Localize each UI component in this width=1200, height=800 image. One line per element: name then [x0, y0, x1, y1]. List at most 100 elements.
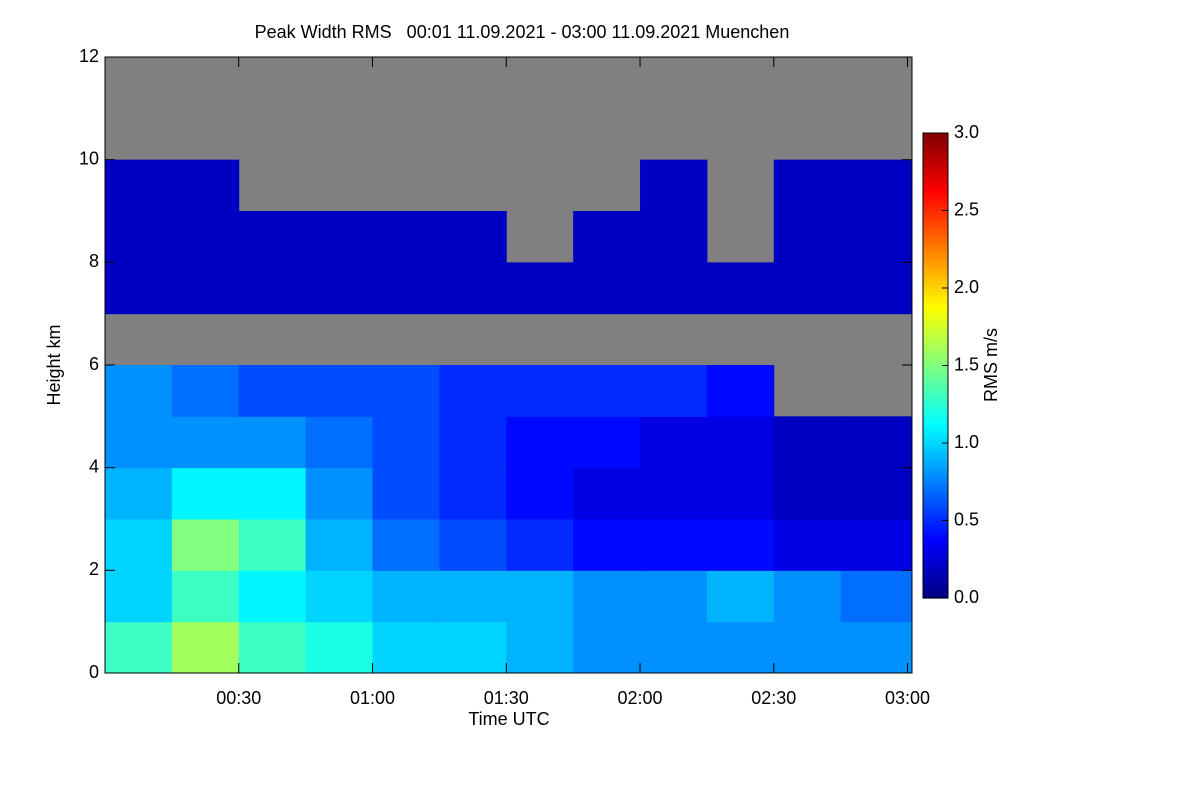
colorbar-step [923, 288, 948, 293]
heatmap-cell [171, 467, 240, 520]
heatmap-cell [238, 621, 307, 674]
heatmap-cell [105, 365, 173, 417]
colorbar-label: RMS m/s [981, 328, 1001, 402]
heatmap-cell [439, 262, 507, 315]
colorbar-tick-label: 0.5 [954, 509, 979, 529]
colorbar-step [923, 493, 948, 498]
colorbar-step [923, 427, 948, 432]
colorbar-step [923, 272, 948, 277]
colorbar-step [923, 171, 948, 177]
heatmap-cell [706, 519, 775, 571]
heatmap-cell [506, 416, 574, 469]
colorbar-step [923, 400, 948, 405]
colorbar-step [923, 381, 948, 386]
x-tick-label: 00:30 [216, 688, 261, 708]
heatmap-cell [105, 416, 173, 469]
heatmap-cell [238, 467, 307, 520]
heatmap-cell [773, 467, 842, 520]
colorbar-step [923, 582, 948, 587]
colorbar-step [923, 233, 948, 239]
heatmap-cell [105, 621, 173, 674]
heatmap-cell [372, 365, 440, 417]
y-tick-label: 10 [79, 148, 99, 168]
heatmap-cell [372, 621, 440, 674]
heatmap-cell [506, 621, 574, 674]
colorbar-step [923, 392, 948, 398]
colorbar-step [923, 319, 948, 324]
y-tick-label: 4 [89, 456, 99, 476]
colorbar-step [923, 470, 948, 475]
heatmap-cell [372, 570, 440, 623]
colorbar-step [923, 291, 948, 297]
heatmap-cell [238, 570, 307, 623]
heatmap-cell [305, 416, 374, 469]
heatmap-cell [105, 262, 173, 315]
colorbar-step [923, 590, 948, 595]
heatmap-cell [506, 519, 574, 571]
colorbar-step [923, 295, 948, 301]
colorbar-step [923, 512, 948, 518]
heatmap-cell [573, 416, 641, 469]
colorbar-step [923, 334, 948, 339]
colorbar-step [923, 253, 948, 258]
colorbar-tick-label: 3.0 [954, 122, 979, 142]
y-tick-label: 6 [89, 354, 99, 374]
heatmap-cell [773, 570, 842, 623]
x-tick-label: 01:30 [484, 688, 529, 708]
heatmap-cell [439, 416, 507, 469]
colorbar-step [923, 264, 948, 270]
colorbar-step [923, 175, 948, 181]
colorbar-step [923, 326, 948, 332]
colorbar-step [923, 299, 948, 305]
heatmap-cell [573, 365, 641, 417]
colorbar-step [923, 450, 948, 456]
colorbar-step [923, 214, 948, 219]
heatmap-cell [573, 467, 641, 520]
heatmap-cell [706, 570, 775, 623]
colorbar-step [923, 501, 948, 506]
heatmap-cell [372, 519, 440, 571]
heatmap-cell [773, 211, 842, 263]
heatmap-cell [238, 365, 307, 417]
heatmap-cell [305, 467, 374, 520]
heatmap-cell [840, 416, 913, 469]
colorbar-step [923, 167, 948, 173]
heatmap-cell [640, 416, 708, 469]
heatmap-cell [372, 262, 440, 315]
colorbar-step [923, 284, 948, 289]
heatmap-cell [573, 262, 641, 315]
y-axis-label: Height km [44, 324, 64, 405]
heatmap-cell [840, 159, 913, 212]
colorbar-step [923, 489, 948, 494]
colorbar-step [923, 237, 948, 243]
colorbar-step [923, 528, 948, 533]
colorbar-step [923, 539, 948, 545]
heatmap-cell [305, 262, 374, 315]
heatmap-cell [773, 519, 842, 571]
heatmap-cell [171, 570, 240, 623]
colorbar-step [923, 396, 948, 401]
heatmap-cell [171, 159, 240, 212]
heatmap-cell [640, 159, 708, 212]
colorbar-step [923, 536, 948, 541]
colorbar-tick-label: 2.5 [954, 199, 979, 219]
heatmap-cell [171, 519, 240, 571]
colorbar-step [923, 183, 948, 188]
y-tick-label: 2 [89, 559, 99, 579]
colorbar-step [923, 555, 948, 560]
colorbar-step [923, 353, 948, 359]
colorbar-step [923, 280, 948, 285]
colorbar-step [923, 443, 948, 448]
colorbar-step [923, 505, 948, 510]
heatmap-cell [372, 211, 440, 263]
heatmap-cell [640, 570, 708, 623]
heatmap-cell [171, 621, 240, 674]
colorbar-step [923, 481, 948, 487]
heatmap-cell [439, 570, 507, 623]
heatmap-cell [773, 262, 842, 315]
heatmap-cell [238, 519, 307, 571]
heatmap-cell [238, 211, 307, 263]
colorbar-step [923, 458, 948, 463]
colorbar-step [923, 249, 948, 254]
colorbar-step [923, 574, 948, 580]
